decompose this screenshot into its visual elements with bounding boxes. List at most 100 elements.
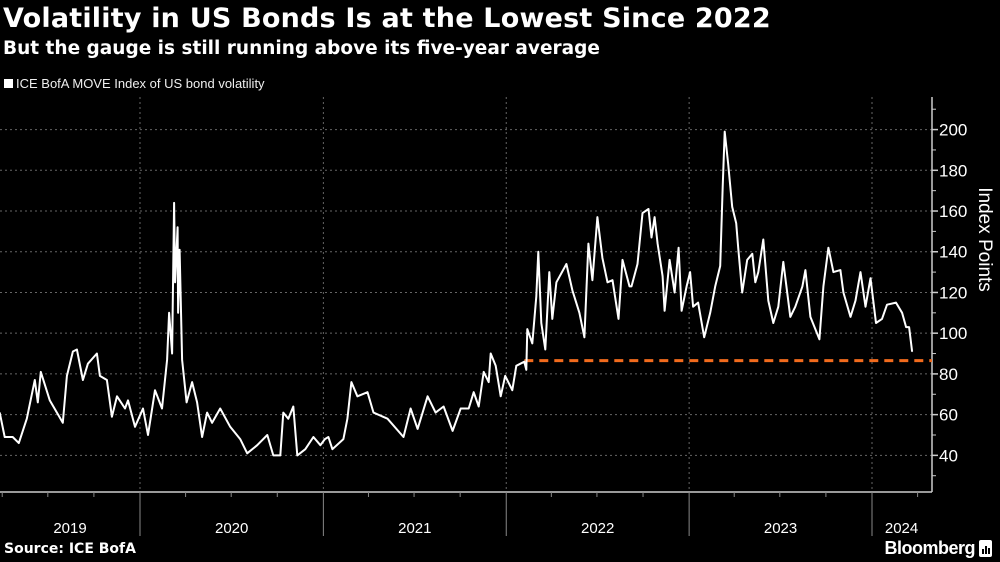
data-point [176, 226, 179, 228]
data-point [460, 407, 462, 410]
data-point [106, 379, 108, 381]
data-point [606, 281, 609, 283]
data-point [869, 277, 872, 279]
data-point [147, 434, 149, 436]
data-point [689, 271, 691, 273]
data-point [540, 322, 542, 324]
data-point [714, 285, 716, 287]
data-point [443, 405, 445, 408]
data-point [34, 379, 36, 381]
data-point [416, 428, 419, 430]
data-point [490, 352, 492, 355]
x-tick-label: 2019 [53, 520, 86, 537]
data-point [201, 436, 203, 438]
data-point [722, 185, 724, 188]
data-point [737, 247, 739, 249]
data-point [177, 312, 179, 314]
data-point [596, 216, 599, 218]
data-point [617, 318, 620, 320]
x-tick-label: 2022 [581, 520, 614, 537]
y-tick-label: 160 [939, 202, 967, 221]
data-point [324, 438, 326, 440]
data-point [246, 452, 248, 454]
data-point [435, 411, 437, 414]
x-tick-label: 2023 [764, 520, 797, 537]
data-point [789, 316, 791, 318]
x-tick-label: 2020 [215, 520, 248, 537]
data-point [82, 379, 84, 381]
data-point [282, 411, 284, 414]
data-point [709, 312, 711, 314]
data-point [168, 312, 170, 314]
data-point [746, 259, 748, 261]
data-point [692, 306, 694, 308]
data-point [18, 442, 20, 444]
data-point [312, 436, 314, 438]
data-point [611, 279, 614, 281]
data-point [366, 391, 369, 393]
data-point [142, 407, 144, 410]
data-point [782, 261, 784, 263]
y-tick-label: 120 [939, 283, 967, 302]
data-point [62, 422, 64, 424]
data-point [537, 251, 539, 253]
data-point [641, 212, 644, 214]
y-tick-label: 80 [939, 365, 958, 384]
legend: ICE BofA MOVE Index of US bond volatilit… [4, 76, 265, 91]
data-point [762, 238, 764, 241]
data-point [751, 253, 753, 255]
data-point [266, 434, 268, 436]
move-index-line [0, 130, 914, 457]
data-point [511, 389, 513, 391]
data-point [161, 407, 163, 410]
data-point [346, 418, 349, 420]
data-point [76, 348, 78, 351]
data-point [583, 336, 586, 338]
y-tick-label: 140 [939, 243, 967, 262]
data-point [686, 285, 688, 287]
data-point [727, 163, 729, 165]
data-point [87, 363, 89, 365]
data-point [587, 242, 590, 245]
x-tick-label: 2021 [398, 520, 431, 537]
data-point [735, 222, 737, 224]
data-point [134, 426, 136, 428]
data-point [668, 259, 671, 261]
data-point [99, 375, 101, 377]
data-point [37, 401, 39, 404]
data-point [661, 275, 664, 277]
data-point [178, 249, 181, 251]
data-point [239, 438, 241, 440]
data-point [191, 381, 193, 383]
data-point [279, 454, 281, 456]
data-point [526, 328, 528, 330]
legend-swatch [4, 79, 13, 88]
data-point [673, 291, 676, 294]
y-tick-label: 180 [939, 161, 967, 180]
data-point [731, 206, 733, 208]
data-point [292, 405, 294, 408]
data-point [818, 338, 820, 340]
data-point [777, 306, 779, 308]
data-point [173, 202, 175, 204]
data-point [908, 326, 910, 328]
data-point [630, 285, 633, 287]
data-point [859, 271, 862, 273]
data-point [601, 257, 604, 259]
data-point [72, 350, 74, 353]
data-point [116, 395, 118, 397]
x-tick-label: 2024 [885, 520, 918, 537]
data-point [319, 444, 321, 446]
data-point [531, 342, 533, 344]
data-point [211, 422, 213, 424]
y-tick-label: 200 [939, 121, 967, 140]
data-point [452, 430, 454, 432]
data-point [342, 438, 345, 440]
data-point [111, 416, 113, 418]
data-point [49, 399, 51, 401]
data-point [488, 381, 490, 383]
data-point [256, 444, 258, 446]
brand-name: Bloomberg [884, 538, 975, 558]
data-point [757, 271, 759, 273]
